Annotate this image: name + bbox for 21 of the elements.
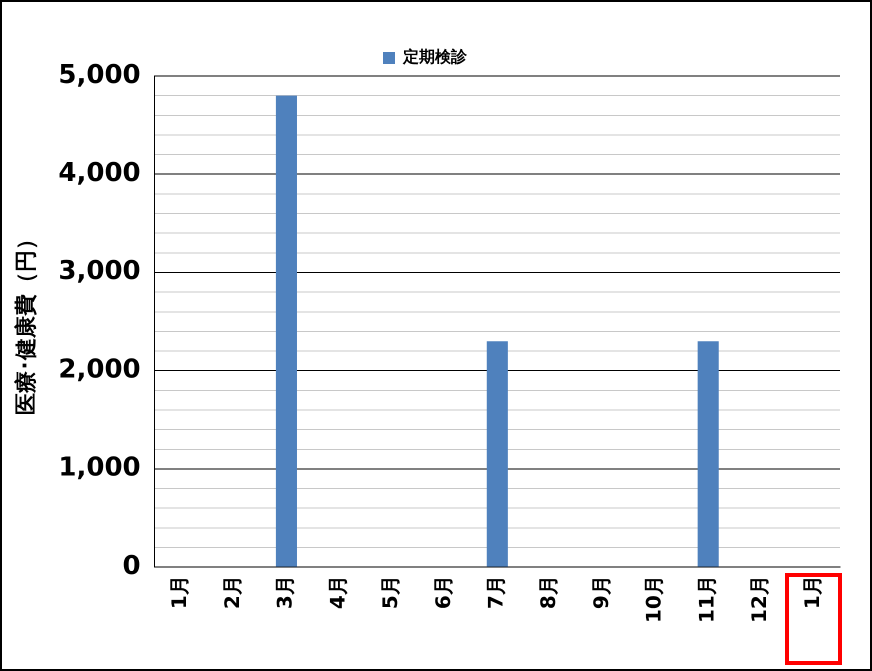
y-tick-label: 0 bbox=[122, 550, 141, 581]
x-tick-label: 5月 bbox=[378, 575, 402, 610]
y-tick-label: 1,000 bbox=[58, 452, 141, 483]
y-tick-label: 3,000 bbox=[58, 256, 141, 286]
x-tick-label: 3月 bbox=[272, 575, 297, 610]
x-tick-label: 8月 bbox=[536, 575, 560, 610]
x-tick-label: 11月 bbox=[694, 575, 718, 624]
x-tick-label: 4月 bbox=[325, 575, 350, 610]
y-tick-label: 2,000 bbox=[58, 354, 141, 384]
x-tick-label: 9月 bbox=[588, 575, 613, 610]
x-tick-label: 6月 bbox=[430, 575, 455, 610]
x-tick-label: 1月 bbox=[167, 575, 192, 610]
y-tick-label: 5,000 bbox=[58, 60, 141, 90]
x-tick-label: 10月 bbox=[642, 575, 666, 624]
y-tick-label: 4,000 bbox=[58, 158, 141, 188]
x-tick-label: 1月 bbox=[800, 575, 824, 610]
y-axis-title: 医療･健康費（円） bbox=[12, 228, 39, 416]
legend-label: 定期検診 bbox=[402, 47, 468, 66]
x-tick-label: 12月 bbox=[747, 575, 772, 624]
x-tick-label: 7月 bbox=[484, 575, 508, 610]
x-tick-label: 2月 bbox=[220, 575, 244, 610]
